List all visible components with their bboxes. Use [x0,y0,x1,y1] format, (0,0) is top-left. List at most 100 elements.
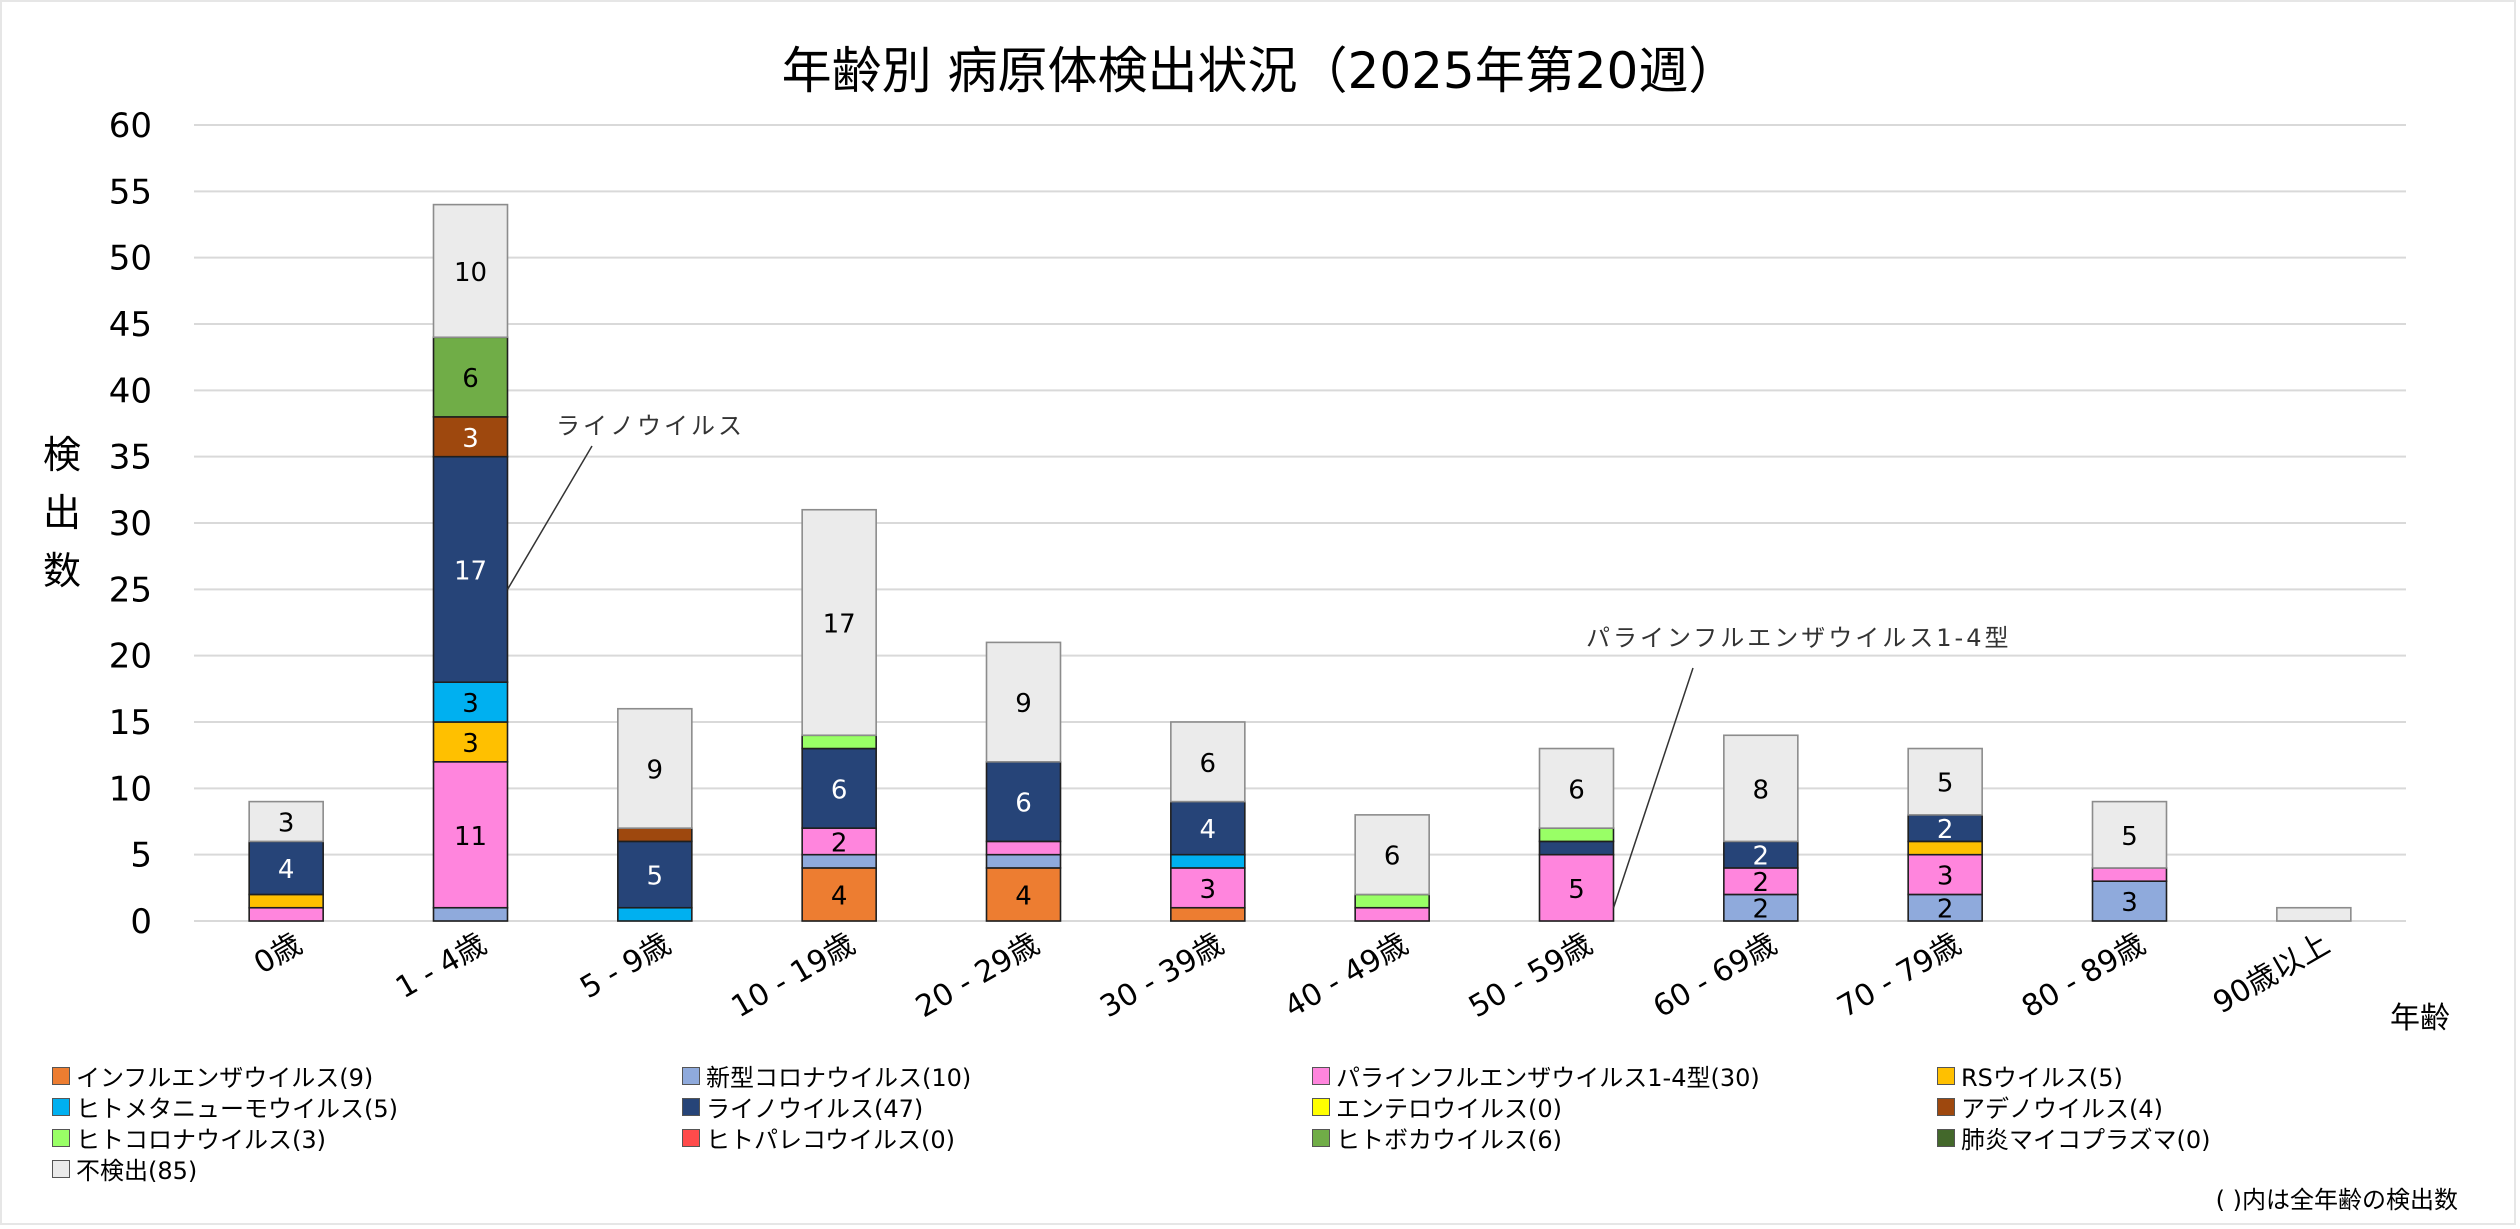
legend-swatch [682,1128,700,1147]
bar-stack: 4 6 9 [985,641,1062,922]
y-axis-label: 検出数 [43,433,81,593]
x-tick-label: 90歳以上 [2207,927,2336,1021]
bar-segment [248,893,324,909]
bar-stack: 6 [1354,814,1430,922]
y-tick-label: 15 [109,703,152,743]
data-label: 4 [278,855,295,885]
legend-item: 新型コロナウイルス(10) [682,1058,971,1093]
legend-label: インフルエンザウイルス(9) [76,1064,374,1092]
y-axis-label-char: 数 [43,549,81,593]
annotation-label: ライノウイルス [556,412,745,440]
legend-item: ヒトパレコウイルス(0) [682,1120,955,1155]
legend-swatch [1312,1066,1330,1085]
bar-segment [1354,906,1430,922]
x-tick-label: 1 - 4歳 [390,927,492,1006]
bar-segment [1170,867,1246,909]
bar-segment [1723,734,1799,843]
bar-segment [801,747,877,829]
legend-note: ( )内は全年齢の検出数 [2215,1186,2458,1214]
bar-segment [2091,880,2168,922]
bar-segment [1538,840,1615,856]
annotation-leader-line [506,445,593,590]
legend-swatch [52,1066,70,1085]
legend-swatch [1937,1128,1955,1147]
data-label: 5 [1937,769,1954,799]
bar-segment [1907,853,1983,896]
legend-label: RSウイルス(5) [1961,1064,2123,1092]
data-label: 2 [1753,842,1770,872]
data-label: 4 [1200,815,1217,845]
bar-segment [801,508,877,737]
bar-stack: 11 3 3 17 3 6 10 [432,203,509,922]
x-tick-label: 0歳 [248,927,308,982]
legend-item: アデノウイルス(4) [1937,1089,2163,1124]
bar-segment [1354,814,1430,896]
legend-label: 肺炎マイコプラズマ(0) [1961,1126,2211,1154]
legend-swatch [1312,1128,1330,1147]
bar-segment [1538,853,1615,922]
bar-segment [801,867,877,922]
bar-segment [985,760,1062,843]
y-tick-label: 50 [109,239,152,279]
bar-segment [248,906,324,922]
bar-segment [432,203,509,339]
y-axis-label-char: 出 [43,491,81,535]
data-label: 9 [647,755,664,785]
bar-segment [432,416,509,458]
data-label: 2 [1753,895,1770,925]
bar-segment [432,906,509,922]
data-label: 6 [1200,749,1217,779]
data-label: 6 [1015,789,1032,819]
data-label: 3 [462,424,479,454]
bar-segment [1170,906,1246,922]
data-label: 3 [2121,888,2138,918]
data-label: 17 [823,610,856,640]
data-label: 17 [454,556,487,586]
data-label: 6 [831,775,848,805]
legend-label: ヒトボカウイルス(6) [1336,1126,1562,1154]
bar-segment [985,840,1062,856]
data-label: 2 [1937,895,1954,925]
bar-stack [2276,906,2352,922]
x-tick-label: 5 - 9歳 [574,927,676,1006]
x-axis-ticks: 0歳 1 - 4歳 5 - 9歳 10 - 19歳 20 - 29歳 30 - 39歳 40… [248,927,2336,1025]
bar-segment [1538,747,1615,829]
x-tick-label: 40 - 49歳 [1279,927,1414,1025]
y-tick-label: 45 [109,305,152,345]
data-label: 3 [462,689,479,719]
y-tick-label: 55 [109,172,152,212]
bar-stack: 43 [248,800,324,922]
legend-item: パラインフルエンザウイルス1-4型(30) [1312,1058,1760,1093]
legend-label: エンテロウイルス(0) [1336,1095,1562,1123]
x-tick-label: 80 - 89歳 [2016,927,2151,1025]
data-label: 8 [1753,775,1770,805]
x-tick-label: 20 - 29歳 [910,927,1045,1025]
bar-segment [432,681,509,723]
bar-segment [432,721,509,763]
chart-title: 年齢別 病原体検出状況（2025年第20週） [782,42,1739,100]
bar-segment [985,867,1062,922]
bar-segment [1170,721,1246,803]
data-label: 9 [1015,689,1032,719]
legend-swatch [682,1066,700,1085]
y-tick-label: 20 [109,637,152,677]
legend-swatch [1937,1097,1955,1116]
bar-segment [1170,853,1246,869]
legend-label: 不検出(85) [76,1157,198,1185]
legend-item: RSウイルス(5) [1937,1058,2123,1093]
legend-swatch [52,1128,70,1147]
data-label: 4 [1015,881,1032,911]
bar-segment [432,455,509,683]
bar-segment [617,707,693,829]
y-axis-label-char: 検 [43,433,81,477]
data-label: 2 [1937,815,1954,845]
bar-segment [1723,893,1799,922]
gridlines [194,124,2406,922]
legend-item: ヒトメタニューモウイルス(5) [52,1089,398,1124]
bar-segment [617,827,693,843]
